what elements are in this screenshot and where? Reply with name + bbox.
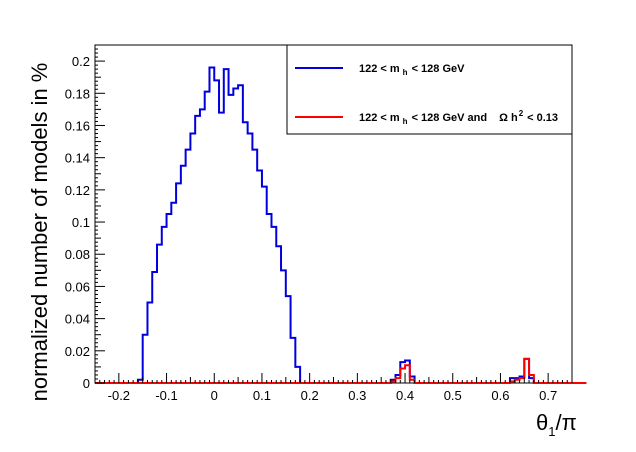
x-axis: -0.2 -0.1 0 0.1 0.2 0.3 0.4 0.5 0.6 0.7 [94,373,573,403]
x-tick-label: -0.2 [108,388,130,403]
x-tick-label: 0 [211,388,218,403]
y-tick-label: 0.1 [72,215,90,230]
y-tick-label: 0.02 [65,344,90,359]
legend: 122 < m h < 128 GeV 122 < m h < 128 GeV and Ω… [286,44,573,135]
y-tick-label: 0.12 [65,183,90,198]
series-2-histogram [95,357,587,384]
y-tick-label: 0.16 [65,118,90,133]
y-axis: 0 0.02 0.04 0.06 0.08 0.1 0.12 0.14 0.16 0.18 0.2 [65,44,105,391]
y-tick-label: 0.04 [65,312,90,327]
x-tick-label: 0.6 [491,388,509,403]
legend-entry-2: 122 < m h < 128 GeV and Ω h2 < 0.13 [359,109,558,126]
y-tick-label: 0.14 [65,151,90,166]
y-tick-label: 0.2 [72,54,90,69]
x-tick-label: 0.4 [396,388,414,403]
y-tick-label: 0.06 [65,279,90,294]
y-axis-title: normalized number of models in % [27,63,52,402]
x-tick-label: 0.5 [444,388,462,403]
y-tick-label: 0.18 [65,86,90,101]
x-axis-title-tail: /π [555,410,576,435]
x-tick-label: 0.2 [301,388,319,403]
legend-entry-1: 122 < m h < 128 GeV [359,63,465,77]
legend-box [286,44,573,135]
x-axis-title-sub: 1 [548,424,555,439]
x-tick-label: 0.1 [253,388,271,403]
x-tick-label: 0.3 [348,388,366,403]
y-tick-label: 0 [83,376,90,391]
x-tick-label: -0.1 [155,388,177,403]
x-tick-label: 0.7 [539,388,557,403]
x-axis-title: θ1/π [536,410,577,439]
y-tick-label: 0.08 [65,247,90,262]
x-axis-title-symbol: θ [536,410,548,435]
